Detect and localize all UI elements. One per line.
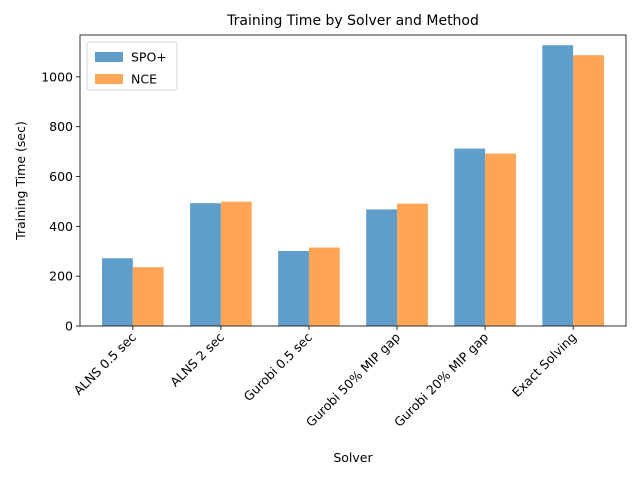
legend-label-1: NCE	[131, 72, 157, 87]
x-axis-label: Solver	[333, 450, 373, 465]
x-tick-label: ALNS 2 sec	[167, 329, 227, 389]
bar-spo-0	[102, 258, 133, 326]
chart-title: Training Time by Solver and Method	[226, 13, 479, 29]
bar-nce-4	[485, 153, 516, 326]
legend-swatch-1	[95, 74, 123, 84]
y-tick-label: 0	[65, 319, 73, 334]
bar-nce-1	[220, 201, 252, 326]
bar-spo-1	[190, 203, 221, 326]
bars-group	[102, 45, 604, 326]
y-tick-label: 200	[49, 269, 73, 284]
y-axis-ticks: 0 200 400 600 800 1000	[41, 69, 80, 334]
x-tick-label: ALNS 0.5 sec	[71, 329, 139, 397]
x-tick-label: Gurobi 50% MIP gap	[303, 329, 403, 429]
bar-spo-5	[542, 45, 574, 326]
bar-spo-3	[366, 209, 398, 326]
y-tick-label: 400	[49, 219, 73, 234]
bar-nce-0	[132, 267, 164, 326]
x-tick-label: Exact Solving	[509, 330, 579, 400]
bar-nce-2	[308, 247, 340, 326]
legend-swatch-0	[95, 52, 123, 62]
legend: SPO+ NCE	[86, 41, 178, 91]
legend-label-0: SPO+	[131, 50, 167, 65]
y-tick-label: 1000	[41, 69, 73, 84]
axes-frame	[79, 34, 627, 327]
x-tick-label: Gurobi 0.5 sec	[241, 329, 316, 404]
bar-nce-3	[397, 203, 428, 326]
y-tick-label: 800	[49, 119, 73, 134]
y-tick-label: 600	[49, 169, 73, 184]
bar-nce-5	[573, 55, 604, 326]
y-axis-label: Training Time (sec)	[13, 121, 28, 241]
x-axis-ticks: ALNS 0.5 sec ALNS 2 sec Gurobi 0.5 secGuro…	[71, 326, 579, 430]
bar-spo-4	[454, 148, 486, 326]
bar-spo-2	[278, 251, 309, 326]
x-tick-label: Gurobi 20% MIP gap	[391, 329, 491, 429]
